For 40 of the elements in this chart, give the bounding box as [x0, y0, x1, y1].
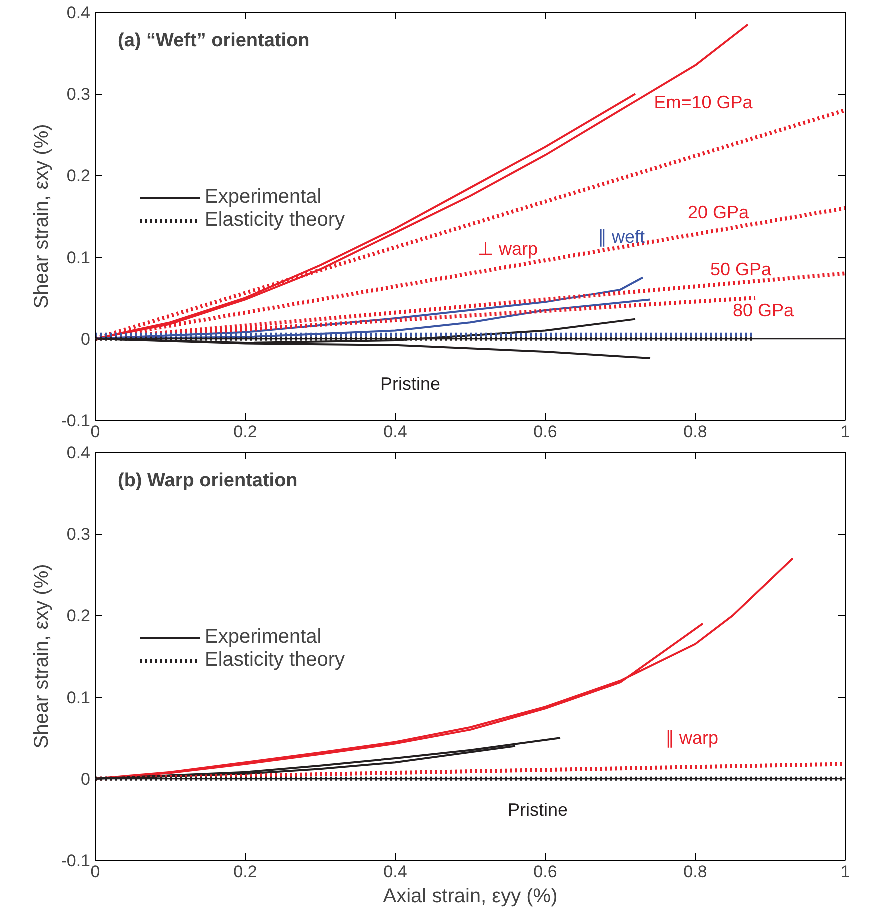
text: (b) Warp orientation — [118, 470, 298, 492]
annotation: 80 GPa — [733, 300, 796, 320]
x-tick-label: 1 — [840, 862, 850, 882]
legend-label: Experimental — [205, 626, 322, 649]
x-tick-label: 0.2 — [234, 422, 258, 442]
annotation: ∥ weft — [598, 226, 646, 247]
y-tick-label: 0.4 — [66, 4, 91, 22]
x-axis-title: Axial strain, εyy (%) — [383, 886, 558, 908]
annotation: Em=10 GPa — [654, 92, 754, 112]
y-tick-label: -0.1 — [61, 852, 91, 870]
y-tick-label: 0 — [81, 330, 91, 349]
y-tick-label: 0.3 — [66, 85, 91, 104]
y-axis-title: Shear strain, εxy (%) — [31, 124, 54, 309]
text: (a) “Weft” orientation — [118, 30, 310, 52]
legend-label: Experimental — [205, 186, 322, 209]
y-tick-label: 0.2 — [66, 606, 91, 626]
x-tick-label: 0.4 — [384, 862, 408, 882]
y-tick-label: 0.4 — [66, 444, 91, 462]
y-tick-label: -0.1 — [61, 412, 91, 430]
annotation: 20 GPa — [688, 202, 750, 222]
x-tick-label: 0.8 — [684, 862, 708, 882]
y-tick-label: 0.3 — [66, 525, 91, 544]
legend-label: Elasticity theory — [205, 209, 346, 232]
y-tick-label: 0.1 — [66, 248, 91, 268]
x-tick-label: 0.4 — [384, 422, 408, 442]
x-tick-label: 0.8 — [684, 422, 708, 442]
annotation: 50 GPa — [710, 260, 773, 280]
annotation: Pristine — [380, 374, 441, 394]
annotation: ∥ warp — [666, 728, 719, 748]
x-tick-label: 0.6 — [534, 862, 558, 882]
y-tick-label: 0.1 — [66, 688, 91, 708]
y-axis-title: Shear strain, εxy (%) — [31, 564, 54, 749]
legend-label: Elasticity theory — [205, 649, 346, 672]
x-tick-label: 0.2 — [234, 862, 258, 882]
y-tick-label: 0.2 — [66, 166, 91, 186]
x-tick-label: 0.6 — [534, 422, 558, 442]
y-tick-label: 0 — [81, 770, 91, 789]
annotation: Pristine — [508, 800, 568, 820]
annotation: ⊥ warp — [478, 239, 538, 260]
x-tick-label: 1 — [840, 422, 850, 442]
